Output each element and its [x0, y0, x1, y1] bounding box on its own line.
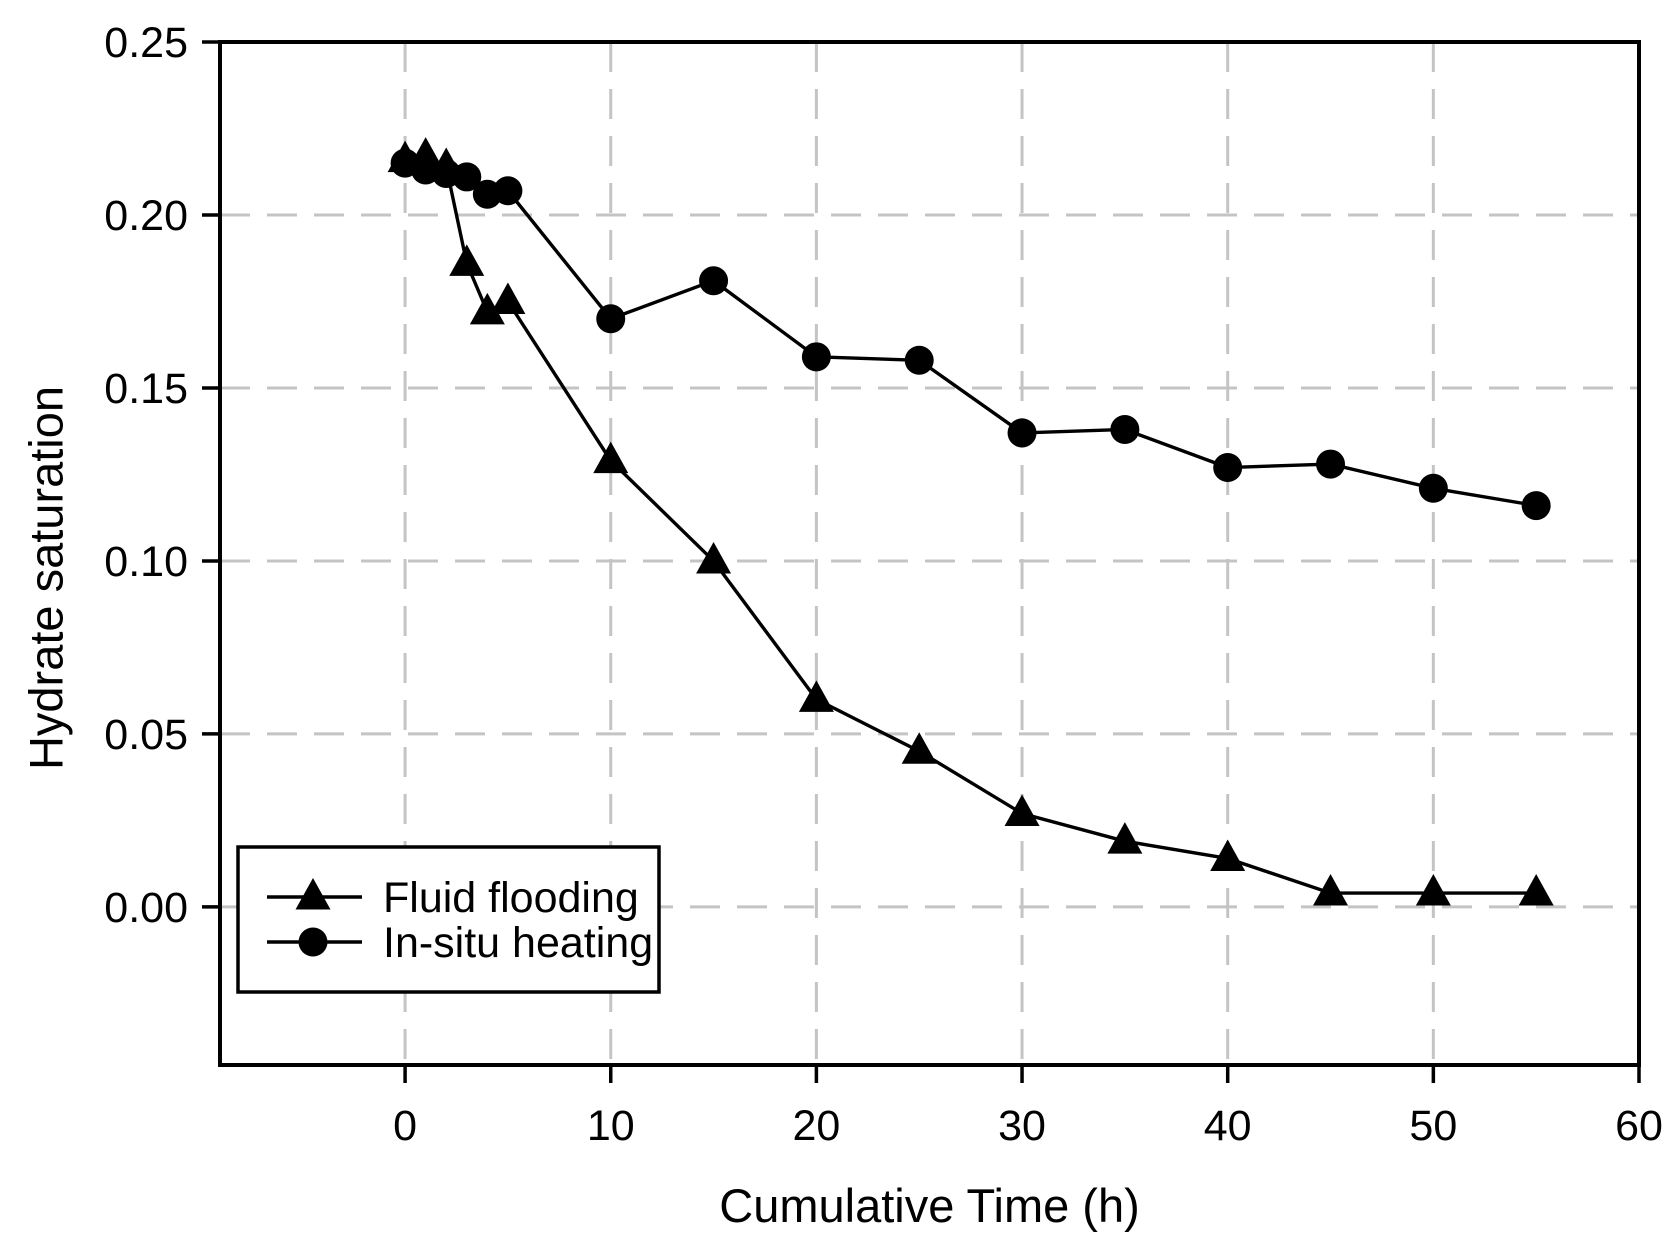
triangle-marker	[490, 282, 526, 314]
triangle-marker	[798, 680, 834, 712]
circle-marker	[596, 304, 626, 334]
x-tick-label: 50	[1409, 1102, 1457, 1150]
circle-marker	[452, 162, 482, 192]
y-tick-label: 0.15	[104, 365, 188, 413]
y-tick-label: 0.05	[104, 711, 188, 759]
triangle-marker	[1107, 822, 1143, 854]
x-tick-label: 0	[393, 1102, 417, 1150]
legend-circle-icon	[298, 927, 328, 957]
legend-box	[236, 845, 661, 994]
triangle-marker	[1415, 874, 1451, 906]
y-tick-label: 0.10	[104, 538, 188, 586]
circle-marker	[493, 176, 523, 206]
circle-marker	[1110, 414, 1140, 444]
x-axis-title: Cumulative Time (h)	[719, 1179, 1140, 1232]
legend-triangle-icon	[295, 878, 331, 910]
x-tick-label: 60	[1615, 1102, 1663, 1150]
triangle-marker	[1004, 794, 1040, 826]
x-tick-label: 20	[792, 1102, 840, 1150]
legend-entry: Fluid flooding	[267, 874, 639, 922]
triangle-marker	[696, 541, 732, 574]
circle-marker	[699, 266, 729, 296]
y-axis-title: Hydrate saturation	[19, 385, 73, 771]
legend-label: In-situ heating	[383, 919, 653, 967]
series-line	[404, 154, 1537, 895]
x-axis-ticks: 0 10 20 30 40 50 60	[393, 1065, 1663, 1150]
circle-marker	[1316, 449, 1346, 479]
circle-marker	[801, 342, 831, 372]
circle-marker	[1521, 491, 1551, 521]
legend-label: Fluid flooding	[383, 874, 639, 922]
triangle-marker	[449, 244, 485, 276]
triangle-marker	[1313, 874, 1349, 906]
legend-entry: In-situ heating	[267, 919, 653, 967]
triangle-marker	[469, 292, 505, 325]
series-fluid-flooding	[387, 137, 1554, 906]
x-tick-label: 10	[587, 1102, 635, 1150]
plot-border	[218, 40, 1641, 1067]
y-tick-label: 0.20	[104, 192, 188, 240]
circle-marker	[1213, 453, 1243, 483]
y-tick-label: 0.25	[104, 19, 188, 67]
y-tick-label: 0.00	[104, 884, 188, 932]
circle-marker	[1418, 473, 1448, 503]
x-tick-label: 40	[1204, 1102, 1252, 1150]
triangle-marker	[593, 441, 629, 474]
series-in-situ-heating	[390, 148, 1551, 521]
triangle-marker	[901, 732, 937, 764]
triangle-marker	[1210, 839, 1246, 871]
circle-marker	[1007, 418, 1037, 448]
triangle-marker	[1518, 874, 1554, 906]
circle-marker	[904, 345, 934, 375]
x-tick-label: 30	[998, 1102, 1046, 1150]
y-axis-ticks: 0.00 0.05 0.10 0.15 0.20 0.25	[104, 19, 220, 932]
